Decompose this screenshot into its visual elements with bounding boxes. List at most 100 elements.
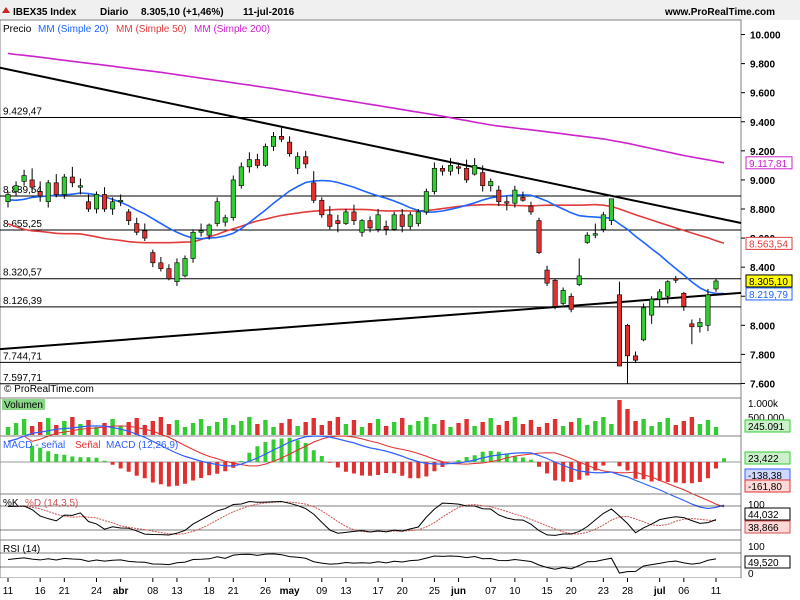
volume-bar	[568, 422, 574, 435]
price-tag-label: 8.305,10	[749, 277, 788, 288]
volume-bar	[633, 421, 638, 435]
volume-bar	[536, 427, 542, 435]
stoch-plot	[0, 500, 741, 536]
macd-hist-bar	[263, 442, 268, 462]
macd-hist-bar	[496, 451, 501, 462]
header-period: Diario	[100, 7, 128, 18]
volume-bar	[239, 421, 244, 435]
candle-body	[649, 298, 655, 316]
volume-bar	[496, 425, 501, 435]
candle-body	[37, 191, 43, 197]
candle-body	[222, 217, 228, 223]
y-tick-label: 9.600	[750, 89, 775, 100]
candle-body	[520, 197, 526, 201]
macd-hist-bar	[657, 462, 662, 481]
x-tick-label: 07	[485, 586, 497, 597]
level-label: 8.889,54	[3, 185, 42, 196]
macd-hist-bar	[545, 462, 550, 474]
volume-bar	[585, 425, 590, 435]
volume-bar	[448, 427, 453, 435]
x-tick-label: 26	[260, 586, 272, 597]
candle-body	[319, 199, 325, 216]
volume-bar	[480, 422, 485, 435]
volume-label-box	[2, 399, 45, 410]
macd-hist-bar	[335, 462, 340, 468]
stoch-k-line	[7, 500, 717, 536]
volume-bar	[182, 427, 188, 435]
macd-value-box-3	[744, 479, 791, 493]
candle-body	[279, 136, 285, 140]
stoch-value-k: 44,032	[748, 510, 779, 521]
macd-hist-bar	[705, 462, 710, 479]
candle-body	[158, 262, 164, 269]
candle-body	[303, 156, 309, 165]
volume-bar	[665, 418, 670, 435]
volume-bar	[37, 422, 43, 435]
rsi-line	[7, 553, 717, 574]
candle-body	[230, 179, 236, 219]
watermark: © ProRealTime.com	[4, 384, 94, 395]
macd-hist-bar	[70, 456, 75, 462]
candle-body	[214, 201, 220, 224]
volume-bar	[190, 423, 196, 435]
candle-body	[472, 165, 478, 175]
candle-body	[29, 179, 35, 188]
x-tick-label: abr	[113, 586, 129, 597]
candle-body	[61, 176, 67, 195]
macd-hist-bar	[512, 456, 517, 462]
x-tick-label: 17	[373, 586, 385, 597]
candle-body	[182, 258, 188, 277]
candle-body	[110, 201, 116, 210]
x-tick-label: 16	[35, 586, 47, 597]
candle-body	[697, 322, 703, 328]
macd-hist-bar	[360, 462, 364, 476]
x-tick-label: 20	[397, 586, 409, 597]
x-tick-label: 13	[171, 586, 183, 597]
stoch-value-box-d	[744, 520, 791, 534]
volume-bar	[319, 425, 324, 435]
volume-bar	[577, 418, 582, 435]
macd-hist-bar	[231, 462, 236, 468]
volume-bar	[528, 420, 534, 435]
candle-body	[134, 223, 140, 233]
price-tag-label: 8.219,79	[749, 290, 788, 301]
volume-bar	[279, 423, 284, 435]
macd-hist-bar	[649, 462, 654, 482]
volume-bar	[560, 426, 566, 435]
candle-body	[608, 198, 614, 221]
volume-bar	[657, 422, 662, 435]
macd-hist-bar	[722, 458, 727, 462]
candle-body	[254, 159, 260, 166]
volume-bar	[247, 417, 252, 435]
x-tick-label: 25	[429, 586, 441, 597]
macd-hist-bar	[368, 462, 373, 476]
y-tick-label: 9.400	[750, 118, 775, 129]
candle-body	[568, 295, 574, 310]
candle-body	[616, 294, 622, 367]
volume-bar	[689, 417, 695, 435]
stoch-tick-100: 100	[748, 500, 765, 511]
candle-body	[464, 167, 470, 181]
candle-body	[45, 182, 51, 203]
candle-body	[166, 268, 172, 280]
volume-bar	[343, 424, 349, 435]
y-tick-label: 8.800	[750, 205, 775, 216]
candle-body	[657, 291, 663, 300]
legend-ma200: MM (Simple 200)	[194, 24, 270, 35]
candle-body	[431, 167, 437, 192]
macd-hist-bar	[665, 462, 670, 482]
volume-bar	[649, 426, 654, 435]
x-tick-label: 18	[204, 586, 216, 597]
macd-hist-bar	[585, 462, 590, 476]
macd-hist-bar	[247, 452, 252, 462]
volume-bar	[367, 423, 373, 435]
macd-hist-bar	[553, 462, 558, 481]
candle-body	[439, 167, 445, 172]
candle-body	[295, 156, 301, 169]
volume-bar	[295, 426, 300, 435]
candle-body	[512, 189, 518, 204]
candle-body	[270, 136, 276, 147]
candle-body	[407, 214, 413, 227]
candle-body	[584, 234, 590, 243]
